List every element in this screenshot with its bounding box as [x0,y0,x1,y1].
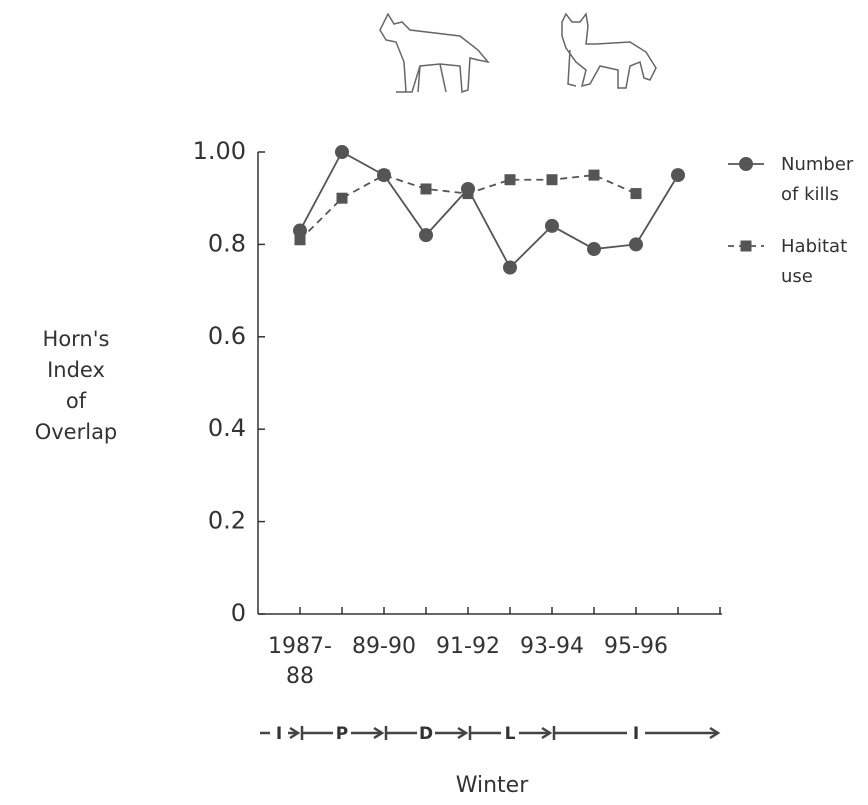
x-tick-label: 1987-88 [268,634,332,689]
series-line [299,150,679,269]
x-tick-label: 91-92 [436,634,500,659]
point [503,260,517,275]
point [587,242,601,257]
period-arrowhead [373,726,385,740]
y-tick-label: 0.4 [208,414,246,442]
point [419,228,433,243]
y-tick-label: 1.00 [193,137,246,165]
period-label: L [505,724,516,744]
period-label: I [633,724,639,744]
period-label-bg [501,723,519,743]
period-label: P [336,724,348,744]
period-label-bg [627,723,645,743]
point [378,169,390,181]
point [336,192,348,204]
period-label-bg [270,723,288,743]
y-axis-label: Horn's [43,327,110,351]
point [546,174,558,186]
x-axis-label: Winter [456,773,529,798]
x-tick-label: 95-96 [604,634,668,659]
period-arrowhead [457,726,469,740]
period-label: I [276,724,282,744]
point [420,183,432,195]
y-axis-label: of [66,389,87,413]
point [293,223,307,238]
point [588,169,600,181]
point [335,145,349,159]
legend-marker [739,157,753,171]
period-label-bg [333,723,351,743]
period-arrowhead [709,726,721,740]
point [629,237,643,252]
x-tick-label: 93-94 [520,634,584,659]
point [671,168,685,183]
y-axis-label: Overlap [35,420,118,444]
lynx-illustration [561,12,657,89]
legend-label: Number of kills [781,154,854,205]
point [630,188,642,200]
legend-label: Habitat use [781,236,848,287]
period-label: D [419,724,433,744]
period-arrowhead [541,726,553,740]
legend-marker [740,240,752,252]
y-tick-label: 0.6 [208,322,246,350]
period-label-bg [417,723,435,743]
point [294,234,306,246]
y-axis-label: Index [47,358,105,382]
period-arrowhead [289,726,301,740]
point [545,218,559,233]
y-tick-label: 0 [231,599,246,627]
x-tick-label: 89-90 [352,634,416,659]
point [462,188,474,200]
y-tick-label: 0.8 [208,229,246,257]
point [504,174,516,186]
y-tick-label: 0.2 [208,507,246,535]
wolf-illustration [379,12,490,94]
